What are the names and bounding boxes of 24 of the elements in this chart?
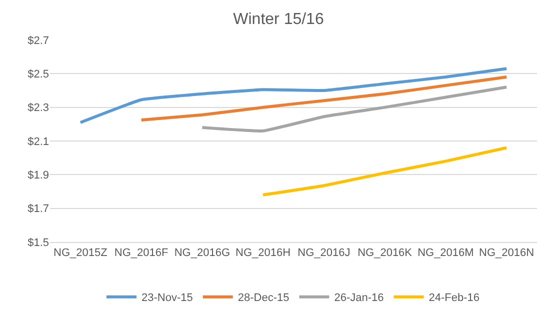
line-series — [140, 76, 508, 122]
line-series — [78, 67, 508, 124]
x-tick-label: NG_2016M — [418, 247, 474, 260]
y-tick-label: $1.5 — [28, 236, 49, 249]
y-tick-label: $1.9 — [28, 170, 49, 182]
chart-title: Winter 15/16 — [233, 11, 324, 28]
line-series — [200, 86, 508, 132]
legend-label: 23-Nov-15 — [142, 292, 193, 304]
y-tick-label: $2.1 — [28, 136, 49, 148]
x-tick-label: NG_2015Z — [54, 247, 108, 260]
x-tick-label: NG_2016G — [174, 247, 230, 260]
y-tick-label: $2.5 — [28, 68, 49, 81]
x-tick-label: NG_2016H — [236, 247, 291, 260]
line-series — [262, 146, 508, 196]
x-tick-label: NG_2016N — [479, 247, 534, 260]
x-tick-label: NG_2016K — [358, 247, 413, 260]
y-tick-label: $2.3 — [28, 102, 49, 114]
y-tick-label: $1.7 — [28, 203, 49, 216]
legend-label: 28-Dec-15 — [238, 292, 290, 304]
legend-label: 24-Feb-16 — [428, 292, 480, 304]
legend-label: 26-Jan-16 — [334, 292, 384, 304]
x-tick-label: NG_2016F — [114, 247, 168, 260]
y-tick-label: $2.7 — [28, 34, 49, 47]
x-tick-label: NG_2016J — [298, 247, 350, 260]
